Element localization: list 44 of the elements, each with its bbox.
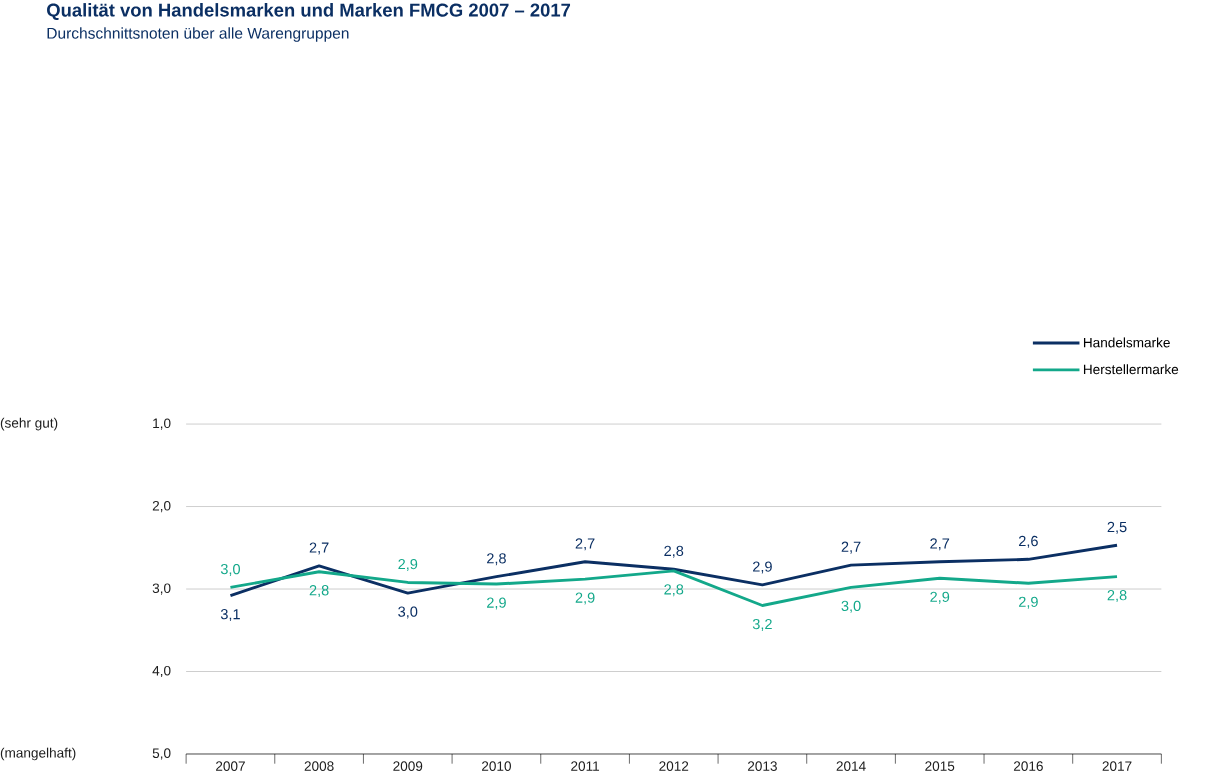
data-label: 2,9 bbox=[487, 597, 506, 610]
x-tick-label: 2015 bbox=[925, 761, 955, 771]
x-tick-label: 2007 bbox=[216, 761, 245, 771]
data-label: 3,0 bbox=[841, 600, 861, 613]
data-label: 2,7 bbox=[841, 541, 861, 554]
data-label: 2,5 bbox=[1107, 521, 1127, 534]
data-label: 2,9 bbox=[1018, 596, 1038, 609]
data-label: 2,8 bbox=[1107, 589, 1127, 602]
data-label: 2,9 bbox=[930, 591, 950, 604]
text: (sehr gut) bbox=[0, 417, 58, 431]
data-label: 2,8 bbox=[664, 584, 684, 597]
x-tick-label: 2013 bbox=[747, 761, 777, 771]
data-label: 3,2 bbox=[752, 618, 772, 631]
chart-subtitle: Durchschnittsnoten über alle Warengruppen bbox=[47, 27, 349, 42]
x-tick-label: 2008 bbox=[304, 761, 334, 771]
data-label: 2,9 bbox=[575, 592, 595, 605]
x-tick-label: 2012 bbox=[659, 761, 689, 771]
x-tick-label: 2011 bbox=[571, 761, 600, 771]
data-label: 2,7 bbox=[930, 538, 950, 551]
data-label: 3,0 bbox=[220, 563, 240, 576]
data-label: 3,1 bbox=[220, 608, 240, 621]
data-label: 2,6 bbox=[1018, 535, 1038, 548]
text: (mangelhaft) bbox=[0, 747, 76, 761]
x-tick-label: 2014 bbox=[836, 761, 866, 771]
data-label: 2,8 bbox=[487, 553, 506, 566]
data-label: 2,7 bbox=[575, 538, 595, 551]
legend-label: Handelsmarke bbox=[1083, 337, 1170, 348]
x-tick-label: 2009 bbox=[393, 761, 423, 771]
x-tick-label: 2017 bbox=[1102, 761, 1132, 771]
data-label: 3,0 bbox=[398, 606, 418, 619]
y-tick-label: 5,0 bbox=[152, 748, 171, 760]
data-label: 2,8 bbox=[309, 585, 329, 598]
y-tick-label: 4,0 bbox=[152, 665, 171, 678]
data-label: 2,9 bbox=[398, 558, 418, 571]
y-tick-label: 1,0 bbox=[153, 418, 171, 430]
y-tick-label: 3,0 bbox=[152, 583, 171, 595]
data-label: 2,7 bbox=[309, 542, 329, 555]
legend-label: Herstellermarke bbox=[1083, 364, 1179, 375]
x-tick-label: 2010 bbox=[482, 761, 511, 771]
data-label: 2,8 bbox=[664, 545, 684, 558]
y-tick-label: 2,0 bbox=[152, 500, 171, 513]
data-label: 2,9 bbox=[753, 561, 772, 574]
chart-title: Qualität von Handelsmarken und Marken FMCG 2007 – 2017 bbox=[47, 3, 571, 21]
x-tick-label: 2016 bbox=[1013, 761, 1043, 771]
